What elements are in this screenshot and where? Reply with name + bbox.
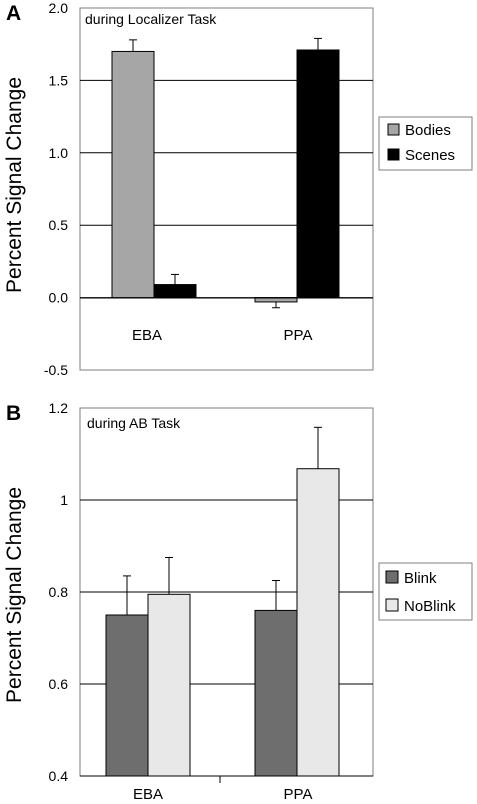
panel-b-legend: Blink NoBlink	[378, 562, 473, 621]
y-tick-label: 0.4	[49, 768, 69, 784]
bar-blink-ppa	[254, 609, 298, 777]
y-tick-label: 0.0	[49, 290, 69, 306]
panel-b-label: B	[6, 402, 21, 425]
y-tick-label: 1.5	[49, 72, 69, 88]
legend-swatch-noblink	[385, 598, 399, 612]
bar-noblink-ppa	[296, 468, 340, 777]
panel-a-y-ticks: -0.5 0.0 0.5 1.0 1.5 2.0	[44, 0, 68, 378]
panel-b: B Percent Signal Change during AB Task 0…	[3, 400, 473, 803]
panel-b-category-label-ppa: PPA	[284, 786, 313, 803]
y-tick-label: 0.6	[49, 676, 69, 692]
error-bar-noblink-ppa	[314, 426, 322, 469]
panel-a-annotation: during Localizer Task	[85, 11, 217, 27]
panel-a-y-axis-label: Percent Signal Change	[3, 77, 26, 293]
y-tick-label: 0.8	[49, 584, 69, 600]
panel-a-label: A	[6, 2, 21, 25]
panel-b-y-axis-label: Percent Signal Change	[3, 487, 26, 703]
y-tick-label: -0.5	[44, 362, 68, 378]
panel-a-legend: Bodies Scenes	[378, 116, 473, 171]
legend-swatch-blink	[385, 570, 399, 584]
panel-a-category-label-ppa: PPA	[284, 327, 313, 344]
y-tick-label: 2.0	[49, 0, 69, 16]
bar-scenes-eba	[153, 284, 197, 299]
error-bar-scenes-eba	[171, 273, 179, 285]
bar-noblink-eba	[147, 593, 191, 777]
legend-label-noblink: NoBlink	[404, 598, 456, 615]
legend-label-scenes: Scenes	[405, 147, 455, 164]
legend-swatch-scenes	[387, 148, 400, 161]
error-bar-noblink-eba	[165, 557, 173, 595]
error-bar-blink-ppa	[272, 580, 280, 611]
legend-swatch-bodies	[387, 123, 400, 136]
legend-label-bodies: Bodies	[405, 122, 451, 139]
y-tick-label: 0.5	[49, 217, 69, 233]
y-tick-label: 1.0	[49, 145, 69, 161]
panel-b-annotation: during AB Task	[87, 415, 181, 431]
legend-label-blink: Blink	[404, 570, 437, 587]
bar-scenes-ppa	[296, 49, 340, 299]
panel-b-bars	[105, 426, 340, 777]
error-bar-bodies-eba	[129, 39, 137, 52]
bar-bodies-eba	[111, 50, 155, 299]
panel-a-category-label-eba: EBA	[132, 327, 162, 344]
y-tick-label: 1	[60, 492, 68, 508]
error-bar-bodies-ppa	[272, 301, 280, 309]
bar-blink-eba	[105, 614, 149, 777]
panel-a: A Percent Signal Change during Localizer…	[3, 0, 473, 378]
panel-b-y-ticks: 0.4 0.6 0.8 1 1.2	[49, 400, 69, 784]
y-tick-label: 1.2	[49, 400, 69, 416]
error-bar-blink-eba	[123, 575, 131, 615]
panel-b-category-label-eba: EBA	[133, 786, 163, 803]
error-bar-scenes-ppa	[314, 37, 322, 50]
